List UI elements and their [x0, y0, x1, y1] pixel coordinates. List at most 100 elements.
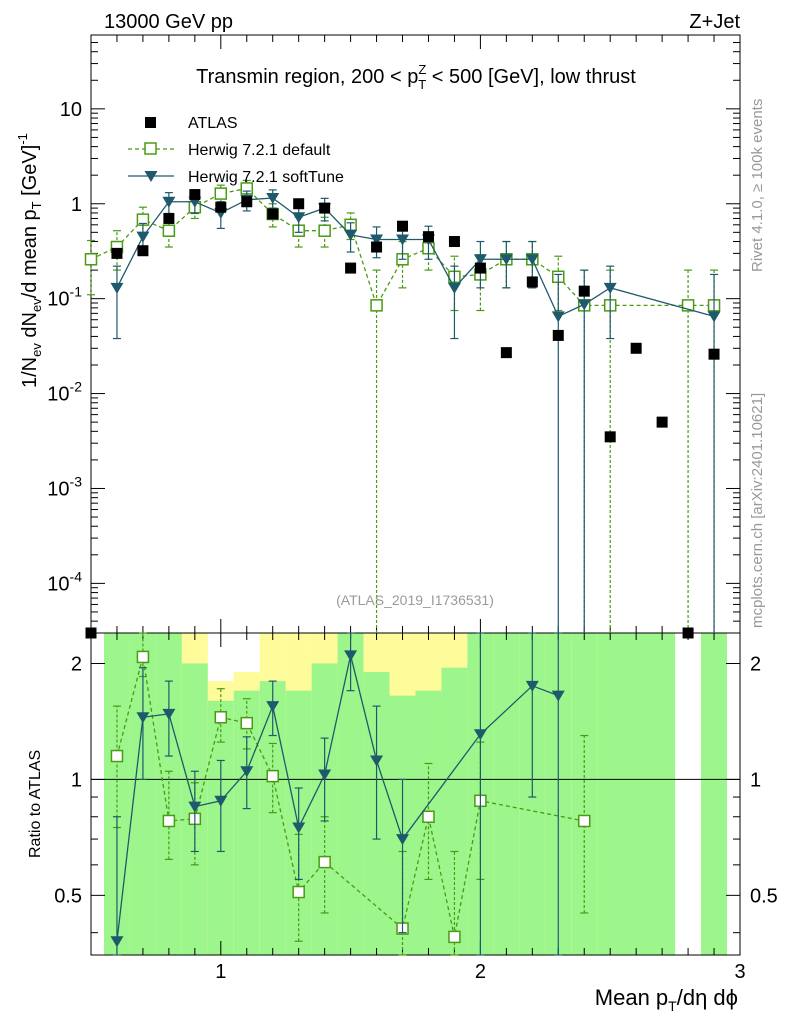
atlas-point	[241, 196, 253, 208]
softtune-point	[266, 192, 280, 204]
ratio-band-inner	[701, 633, 728, 955]
atlas-point	[137, 245, 149, 257]
atlas-point	[267, 208, 279, 220]
ratio-series	[110, 632, 591, 956]
ratio-y-axis-label: Ratio to ATLAS	[27, 750, 44, 858]
softtune-ratio-point	[188, 801, 202, 813]
default-ratio-point	[162, 814, 176, 828]
default-point	[162, 224, 176, 237]
legend: ATLAS Herwig 7.2.1 default Herwig 7.2.1 …	[128, 115, 344, 186]
softtune-point	[162, 196, 176, 208]
rivet-label: Rivet 4.1.0, ≥ 100k events	[749, 99, 766, 272]
atlas-point	[604, 431, 616, 443]
default-point	[370, 299, 383, 312]
atlas-point	[682, 627, 694, 639]
ratio-bands	[103, 633, 728, 955]
softtune-ratio-point	[370, 755, 384, 767]
legend-default-marker	[144, 142, 157, 155]
atlas-point	[189, 189, 201, 201]
atlas-point	[163, 212, 175, 224]
default-point	[214, 187, 228, 200]
atlas-point	[500, 347, 512, 359]
softtune-point	[707, 311, 721, 323]
softtune-point	[344, 229, 358, 241]
default-ratio-point	[422, 810, 435, 823]
svg-text:Mean pT/dη dϕ: Mean pT/dη dϕ	[595, 985, 738, 1014]
x-tick-label: 2	[475, 961, 486, 983]
default-ratio-point	[292, 885, 305, 899]
default-point	[681, 299, 695, 312]
atlas-point	[319, 202, 331, 214]
analysis-id: (ATLAS_2019_I1736531)	[336, 592, 494, 608]
default-point	[318, 224, 331, 237]
atlas-point	[397, 220, 409, 232]
y-tick-label: 10	[60, 99, 82, 121]
ratio-band-inner	[233, 690, 260, 955]
atlas-point	[215, 201, 227, 213]
ratio-plot-frame	[90, 632, 741, 956]
softtune-ratio-point	[525, 680, 539, 692]
softtune-ratio-point	[110, 936, 124, 948]
ratio-y-tick-label: 2	[71, 653, 82, 675]
ratio-band-inner	[441, 667, 468, 955]
softtune-ratio-point	[162, 708, 176, 720]
softtune-ratio-point	[344, 650, 358, 662]
softtune-ratio-point	[551, 690, 565, 702]
ratio-y-tick-label: 0.5	[54, 885, 82, 907]
atlas-point	[656, 416, 668, 428]
softtune-point	[136, 231, 150, 243]
legend-atlas-label: ATLAS	[188, 115, 238, 132]
legend-softtune-label: Herwig 7.2.1 softTune	[188, 169, 344, 186]
header-left: 13000 GeV pp	[104, 11, 233, 33]
softtune-ratio-point	[292, 822, 306, 834]
softtune-ratio-point	[240, 766, 254, 778]
default-point	[84, 253, 98, 266]
atlas-point	[552, 329, 564, 341]
ratio-y-tick-label-right: 2	[750, 653, 761, 675]
default-ratio-point	[266, 769, 279, 783]
ratio-band-inner	[493, 633, 520, 955]
y-tick-label: 10-3	[47, 473, 82, 500]
default-ratio-point	[110, 749, 124, 763]
softtune-point	[551, 311, 565, 323]
ratio-y-tick-label-right: 1	[750, 769, 761, 791]
softtune-point	[110, 282, 124, 294]
atlas-point	[293, 198, 305, 210]
x-axis-label: Mean pT/dη dϕ	[595, 985, 738, 1014]
y-tick-label: 10-4	[47, 568, 82, 595]
ratio-y-tick-label: 1	[71, 769, 82, 791]
legend-default-label: Herwig 7.2.1 default	[188, 142, 331, 159]
atlas-point	[448, 236, 460, 248]
default-ratio-point	[240, 716, 254, 730]
main-series	[84, 179, 721, 639]
softtune-ratio-point	[136, 712, 150, 724]
atlas-point	[474, 262, 486, 274]
y-tick-label: 10-2	[47, 379, 82, 406]
softtune-point	[292, 212, 306, 224]
softtune-ratio-point	[266, 701, 280, 713]
default-ratio-point	[577, 814, 591, 828]
plot-title: Transmin region, 200 < pZ T < 500 [GeV], …	[196, 62, 636, 92]
default-ratio-point	[318, 855, 331, 869]
softtune-ratio-point	[473, 729, 487, 741]
default-ratio-point	[136, 650, 150, 664]
header-right: Z+Jet	[689, 11, 740, 33]
atlas-point	[422, 231, 434, 243]
atlas-point	[578, 285, 590, 297]
softtune-point	[499, 254, 513, 266]
axes: 1 2 3 10-4 10-3 10-2 10-1 1 10 0.5 0.5 1 1 2 2	[47, 34, 778, 983]
x-tick-label: 3	[734, 961, 745, 983]
atlas-point	[708, 348, 720, 360]
atlas-point	[111, 247, 123, 259]
legend-atlas-marker	[145, 117, 156, 128]
legend-softtune-marker	[144, 171, 158, 182]
mcplots-label: mcplots.cern.ch [arXiv:2401.10621]	[749, 393, 766, 628]
atlas-point	[526, 276, 538, 288]
y-tick-label: 1	[71, 194, 82, 216]
softtune-point	[525, 254, 539, 266]
default-ratio-point	[214, 711, 228, 724]
svg-text:1/Nev dNev/d mean pT [GeV]-1: 1/Nev dNev/d mean pT [GeV]-1	[15, 133, 44, 388]
softtune-line	[116, 197, 715, 318]
atlas-point	[371, 241, 383, 253]
